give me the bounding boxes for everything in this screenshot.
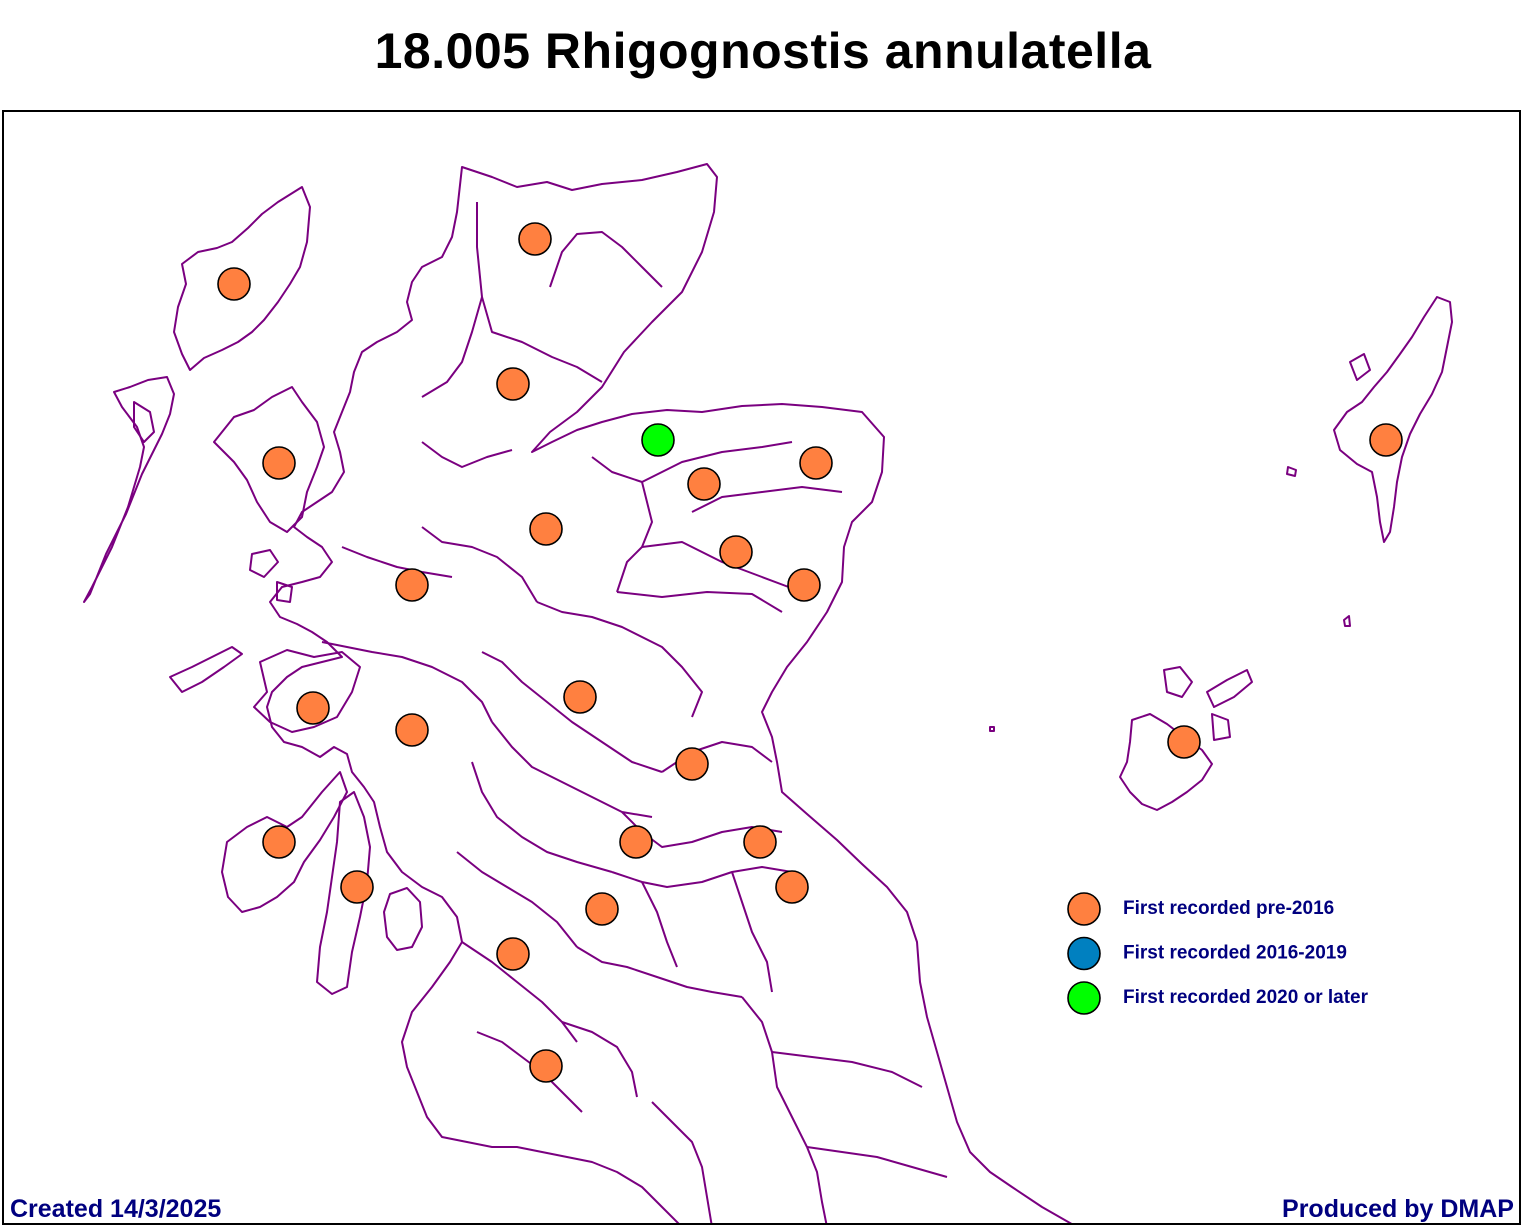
record-dot-peeblesshire (585, 892, 619, 926)
record-dot-kirkcudbrightshire (529, 1049, 563, 1083)
record-dot-berwickshire (775, 870, 809, 904)
legend-swatch-y2016-2019 (1067, 936, 1101, 971)
record-dot-westerness (395, 568, 429, 602)
record-dot-fife-kinross (675, 747, 709, 781)
map-frame: First recorded pre-2016 First recorded 20… (2, 110, 1521, 1225)
produced-by: Produced by DMAP (1282, 1195, 1514, 1223)
distribution-map: First recorded pre-2016 First recorded 20… (83, 163, 1453, 1223)
boundary-arran (383, 887, 423, 951)
boundary-skye (213, 386, 325, 533)
record-dot-moray (641, 423, 675, 457)
created-date: Created 14/3/2025 (10, 1195, 222, 1223)
record-dot-south-ebudes (262, 825, 296, 859)
boundary-mull (253, 649, 361, 733)
record-dot-north-ebudes (262, 446, 296, 480)
legend-label-pre-2016: First recorded pre-2016 (1123, 898, 1334, 919)
record-dot-main-argyll (395, 713, 429, 747)
record-dot-shetland (1369, 423, 1403, 457)
record-dot-kintyre (340, 870, 374, 904)
record-dot-mid-ebudes (296, 691, 330, 725)
map-legend: First recorded pre-2016 First recorded 20… (1067, 892, 1369, 1015)
record-dot-outer-hebrides (217, 267, 251, 301)
record-dot-north-aberdeenshire (799, 446, 833, 480)
map-title: 18.005 Rhigognostis annulatella (374, 23, 1152, 79)
record-dot-east-sutherland (496, 367, 530, 401)
legend-swatch-pre-2016 (1067, 892, 1101, 926)
record-dot-midlothian (619, 825, 653, 859)
legend-label-y2016-2019: First recorded 2016-2019 (1123, 943, 1347, 964)
record-dot-mid-perthshire (563, 680, 597, 714)
record-dot-ayrshire (496, 937, 530, 971)
boundary-islay-jura (221, 771, 348, 913)
record-dots (217, 222, 1403, 1083)
record-dot-kincardineshire (787, 568, 821, 602)
boundary-kintyre (316, 791, 371, 995)
record-dot-banffshire (687, 467, 721, 501)
record-dot-west-sutherland-north- (518, 222, 552, 256)
legend-swatch-y2020-later (1067, 981, 1101, 1015)
record-dot-south-aberdeenshire (719, 535, 753, 569)
record-dot-east-lothian (743, 825, 777, 859)
record-dot-easterness (529, 512, 563, 546)
vc-boundary-north (476, 202, 603, 383)
boundary-outer-hebrides-lewis (173, 186, 311, 371)
boundary-orkney (1119, 713, 1213, 811)
boundary-mainland-coast (266, 163, 1073, 1223)
legend-label-y2020-later: First recorded 2020 or later (1123, 987, 1369, 1008)
boundary-shetland (1333, 296, 1453, 543)
record-dot-orkney (1167, 725, 1201, 759)
boundary-outer-hebrides-uists (83, 376, 175, 603)
